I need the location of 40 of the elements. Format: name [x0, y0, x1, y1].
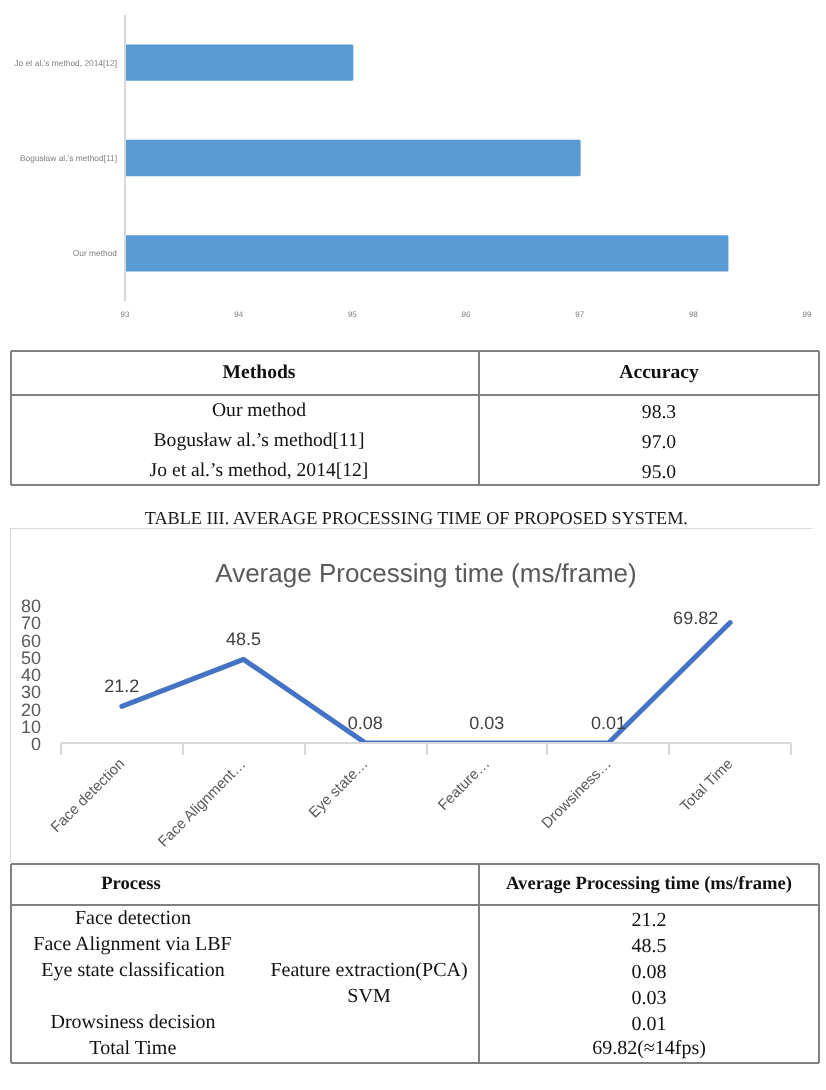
y-tick-label: 70 — [20, 613, 42, 634]
y-tick-label: 20 — [20, 699, 42, 720]
text: 69.82(≈14fps) — [592, 1038, 706, 1060]
data-label: 0.08 — [347, 712, 383, 733]
data-label: 48.5 — [225, 629, 262, 650]
y-tick-label: 50 — [20, 647, 42, 668]
y-tick-label: 40 — [20, 665, 42, 685]
text: 21.2 — [631, 910, 667, 932]
text: 97.0 — [641, 432, 677, 454]
text: 0.03 — [631, 988, 667, 1010]
category-label: Eye state classification — [41, 960, 225, 982]
y-tick-label: 60 — [20, 630, 42, 651]
y-tick-label: 10 — [20, 716, 42, 737]
category-label: Accuracy — [619, 362, 699, 384]
data-label: 0.03 — [469, 712, 505, 733]
text: 0.01 — [631, 1014, 667, 1036]
category-label: Process — [101, 874, 162, 895]
category-label: SVM — [347, 986, 391, 1008]
y-tick-label: 30 — [20, 682, 42, 703]
y-tick-label: 0 — [30, 734, 42, 754]
y-tick-label: 80 — [20, 596, 42, 616]
category-label: Drowsiness decision — [50, 1012, 216, 1034]
category-label: Bogusław al.’s method[11] — [153, 430, 365, 452]
category-label: Methods — [222, 362, 296, 384]
category-label: Average Processing time (ms/frame) — [506, 874, 792, 895]
chart-title: Average Processing time (ms/frame) — [215, 558, 637, 588]
category-label: Feature extraction(PCA) — [270, 960, 468, 982]
category-label: Jo et al.’s method, 2014[12] — [149, 460, 369, 482]
category-label: Total Time — [89, 1038, 177, 1060]
text: 0.08 — [631, 962, 667, 984]
text: 48.5 — [631, 936, 667, 958]
text: 98.3 — [641, 402, 677, 424]
category-label: Face Alignment via LBF — [33, 934, 232, 956]
data-label: 0.01 — [590, 712, 627, 733]
category-label: Face detection — [74, 908, 192, 930]
data-label: 69.82 — [673, 607, 719, 628]
text: 95.0 — [641, 462, 677, 484]
text: TABLE III. AVERAGE PROCESSING TIME OF PROPOSED SYSTEM. — [144, 508, 688, 528]
category-label: Our method — [211, 400, 307, 422]
data-label: 21.2 — [104, 676, 140, 697]
